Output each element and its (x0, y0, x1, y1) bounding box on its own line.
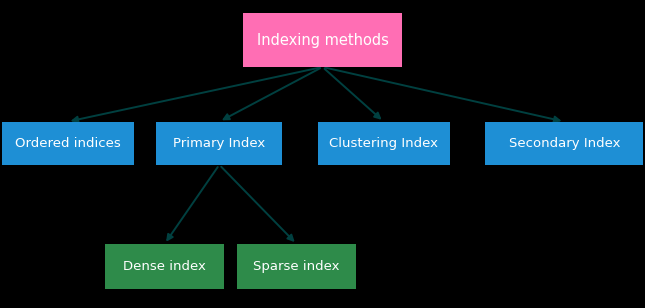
FancyBboxPatch shape (485, 122, 643, 165)
FancyBboxPatch shape (318, 122, 450, 165)
Text: Ordered indices: Ordered indices (15, 137, 121, 150)
FancyBboxPatch shape (104, 244, 224, 289)
FancyBboxPatch shape (244, 13, 401, 67)
FancyBboxPatch shape (237, 244, 356, 289)
Text: Secondary Index: Secondary Index (509, 137, 620, 150)
FancyBboxPatch shape (2, 122, 134, 165)
FancyBboxPatch shape (157, 122, 283, 165)
Text: Indexing methods: Indexing methods (257, 33, 388, 47)
Text: Sparse index: Sparse index (253, 260, 340, 273)
Text: Clustering Index: Clustering Index (330, 137, 438, 150)
Text: Primary Index: Primary Index (173, 137, 266, 150)
Text: Dense index: Dense index (123, 260, 206, 273)
